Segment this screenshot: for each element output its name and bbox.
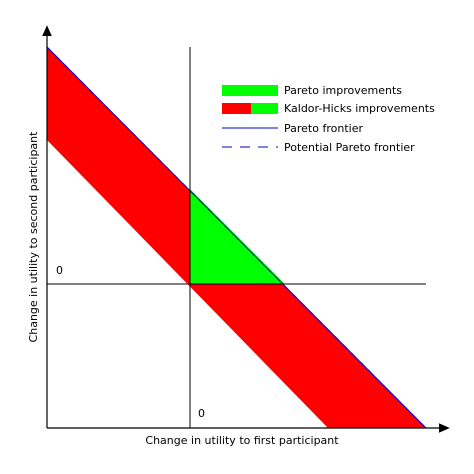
legend-pareto-frontier-label: Pareto frontier [284,122,363,135]
x-axis-label: Change in utility to first participant [145,434,339,447]
x-origin-label: 0 [198,407,205,420]
y-axis-label: Change in utility to second participant [27,131,40,343]
potential-pareto-frontier-line [46,46,427,429]
legend-pareto-swatch [222,85,278,96]
legend-kaldor-hicks-swatch-green [251,103,278,114]
legend: Pareto improvements Kaldor-Hicks improve… [222,84,435,154]
legend-kaldor-hicks-swatch-red [222,103,251,114]
y-origin-label: 0 [56,264,63,277]
legend-kaldor-hicks-label: Kaldor-Hicks improvements [284,102,435,115]
pareto-improvement-region [190,189,285,284]
legend-pareto-label: Pareto improvements [284,84,402,97]
legend-potential-pareto-frontier-label: Potential Pareto frontier [284,141,415,154]
